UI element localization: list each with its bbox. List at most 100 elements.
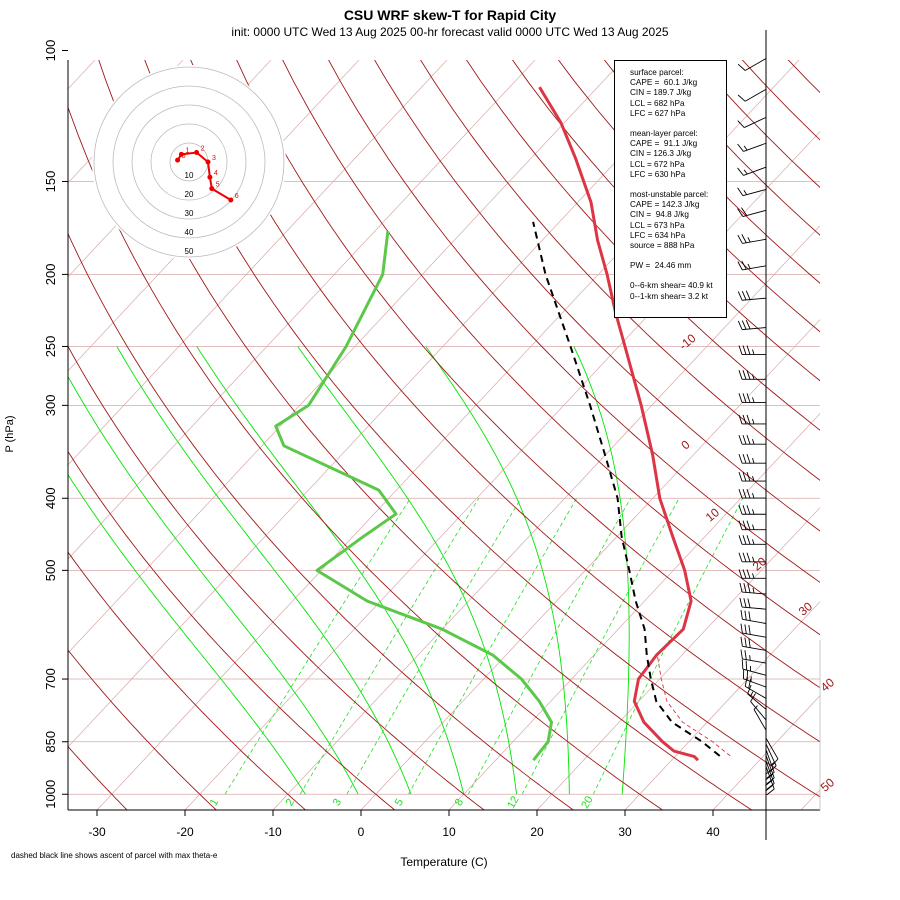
moist-adiabat-line: [425, 346, 570, 795]
moist-adiabat-line: [68, 375, 359, 795]
info-line: CIN = 189.7 J/kg: [630, 88, 692, 98]
mixing-ratio-label: 20: [579, 794, 596, 811]
dry-adiabat-label: 50: [818, 775, 837, 795]
wind-barb-flag: [740, 649, 743, 659]
temperature-profile: [538, 86, 700, 762]
dry-adiabat-line: [328, 60, 820, 583]
dry-adiabat-line: [787, 60, 820, 94]
wind-barb-flag: [737, 167, 744, 176]
mixing-ratio-label: 12: [505, 794, 522, 811]
hodograph-ring: [93, 66, 285, 258]
wind-barb-flag: [737, 94, 746, 102]
wind-barb: [738, 454, 766, 464]
wind-barb-half-flag: [752, 556, 755, 562]
wind-barb-flag: [742, 552, 747, 562]
mixing-ratio-line: [521, 498, 680, 795]
wind-barb-staff: [744, 58, 767, 71]
hodograph-ring-label: 20: [185, 190, 194, 199]
isotherm-line: [68, 60, 536, 560]
wind-barb-flag: [737, 63, 746, 71]
wind-barb-flag: [738, 520, 743, 530]
wind-barb-staff: [742, 606, 767, 610]
info-line: 0--6-km shear= 40.9 kt: [630, 281, 713, 291]
hodograph-background: [92, 65, 286, 259]
wind-barb-flag: [741, 260, 747, 270]
wind-barb-flag: [747, 598, 751, 608]
isotherm-line: [360, 319, 820, 810]
dry-adiabat-label: 0: [678, 437, 692, 452]
virtual-temperature-trace: [656, 655, 731, 757]
wind-barb-staff: [743, 678, 767, 688]
wind-barb-flag: [745, 660, 748, 671]
wind-barb: [740, 623, 767, 638]
wind-barb: [738, 414, 766, 425]
wind-barb: [739, 597, 767, 610]
y-tick-label: 700: [43, 668, 58, 690]
isotherm-line: [536, 507, 820, 810]
wind-barb-half-flag: [752, 418, 755, 425]
wind-barb-half-flag: [747, 263, 751, 269]
wind-barb-flag: [746, 345, 751, 355]
wind-barb-flag: [746, 454, 751, 464]
mixing-ratio-line: [408, 498, 578, 795]
wind-barb-staff: [765, 737, 779, 760]
wind-barb-staff: [742, 645, 767, 651]
mixing-ratio-line: [467, 498, 631, 795]
y-tick-label: 200: [43, 264, 58, 286]
dry-adiabat-line: [68, 745, 128, 810]
info-line: surface parcel:: [630, 68, 684, 77]
dry-adiabat-line: [236, 60, 820, 689]
wind-barb: [738, 393, 766, 403]
wind-barb-staff: [742, 658, 767, 664]
info-line: LFC = 627 hPa: [630, 108, 686, 118]
mixing-ratio-line: [346, 498, 522, 795]
wind-barb-half-flag: [752, 587, 755, 594]
dry-adiabat-label: 10: [703, 505, 722, 525]
wind-barb-staff: [750, 701, 767, 721]
wind-barb: [738, 370, 766, 380]
wind-barb: [737, 116, 767, 128]
hodograph-point: [194, 150, 200, 155]
wind-barb: [738, 471, 766, 482]
wind-barb-flag: [739, 597, 743, 608]
y-tick-label: 100: [43, 40, 58, 62]
wind-barb: [737, 290, 767, 301]
hodograph-point: [228, 197, 234, 203]
wind-barb-flag: [743, 583, 747, 593]
wind-barb-flag: [738, 454, 743, 464]
wind-barb-flag: [746, 471, 751, 482]
isotherm-line: [624, 601, 820, 810]
hodograph-point: [209, 186, 215, 192]
wind-barb-half-flag: [752, 509, 755, 515]
wind-barb-flag: [738, 370, 743, 380]
wind-barb-flag: [748, 625, 751, 635]
wind-barb-flag: [748, 638, 751, 648]
wind-barb-flag: [738, 435, 743, 445]
info-block: PW = 24.46 mm: [630, 261, 726, 271]
wind-barb-flag: [740, 623, 743, 634]
wind-barb-flag: [740, 636, 743, 647]
x-tick-label: -30: [88, 825, 106, 839]
wind-barb-flag: [746, 393, 751, 403]
info-line: CAPE = 60.1 J/kg: [630, 78, 698, 88]
wind-barb-staff: [743, 142, 767, 152]
mixing-ratio-label: 2: [284, 797, 297, 808]
isotherm-line: [712, 695, 820, 810]
x-tick-label: 0: [358, 825, 365, 839]
wind-barb-flag: [738, 345, 743, 355]
wind-barb: [738, 552, 766, 563]
isotherm-line: [272, 225, 820, 810]
wind-barb-flag: [742, 393, 747, 403]
wind-barb-flag: [748, 678, 752, 689]
wind-barb-half-flag: [753, 705, 758, 710]
wind-barb-flag: [738, 488, 743, 499]
info-line: LFC = 634 hPa: [630, 230, 686, 240]
y-tick-label: 150: [43, 171, 58, 193]
wind-barb-flag: [738, 471, 743, 482]
wind-barb: [739, 582, 767, 595]
wind-barb: [740, 649, 767, 664]
wind-barb: [741, 659, 767, 676]
x-tick-label: 20: [530, 825, 544, 839]
wind-barb: [765, 766, 775, 796]
dry-adiabat-line: [98, 60, 752, 810]
